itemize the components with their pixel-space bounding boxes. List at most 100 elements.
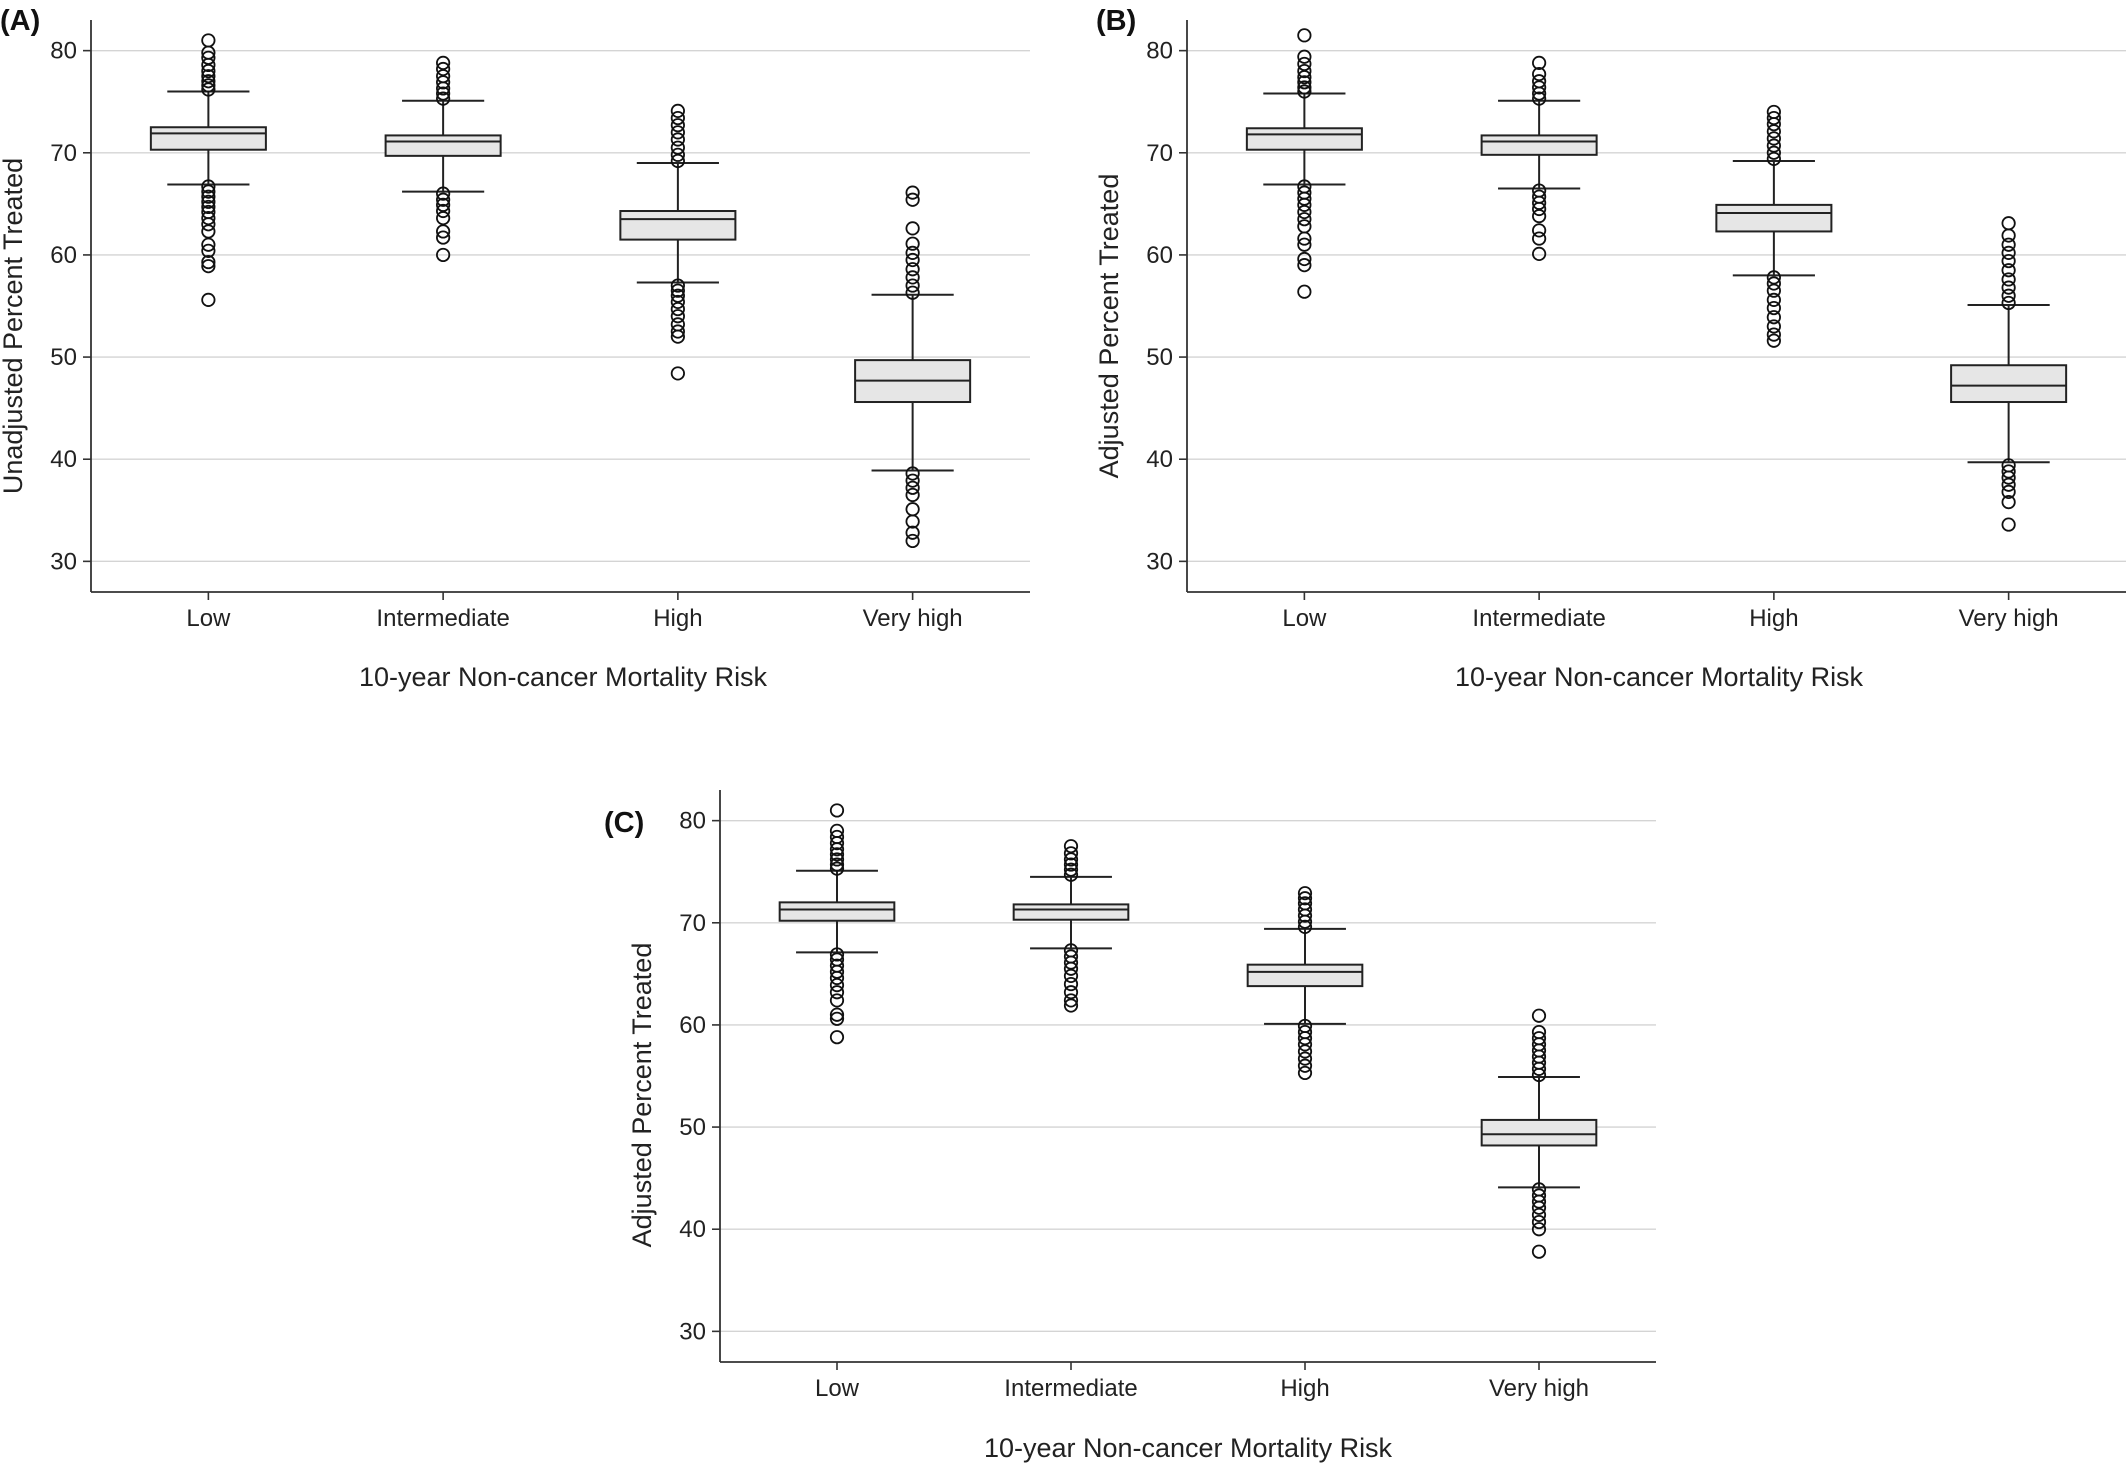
- x-tick-label-intermediate: Intermediate: [376, 605, 509, 632]
- outlier-point: [905, 252, 920, 268]
- box-intermediate: [1012, 903, 1130, 921]
- outlier-point: [1297, 80, 1312, 95]
- outlier-point: [2001, 245, 2016, 260]
- outlier-point: [905, 473, 920, 488]
- outlier-point: [1532, 223, 1547, 238]
- outlier-point: [1531, 1008, 1547, 1023]
- outlier-point: [201, 237, 216, 252]
- outlier-point: [829, 985, 845, 1000]
- outlier-point: [905, 466, 920, 481]
- y-tick-label: 70: [1146, 140, 1173, 167]
- y-tick-label: 70: [679, 910, 706, 937]
- panel-c: (C) 30 40 50 60 70 80 Low Intermediate High Very …: [604, 790, 1656, 1463]
- outlier-point: [201, 217, 216, 232]
- outlier-point: [436, 186, 451, 201]
- outlier-point: [2001, 288, 2016, 303]
- outlier-point: [670, 118, 685, 133]
- outlier-point: [829, 1011, 845, 1026]
- outlier-point: [670, 283, 685, 298]
- outlier-point: [436, 55, 451, 71]
- outlier-point: [1531, 1024, 1547, 1040]
- outlier-point: [1297, 1037, 1313, 1052]
- outlier-point: [670, 329, 685, 344]
- outlier-point: [2001, 228, 2016, 243]
- outlier-point: [1063, 839, 1079, 854]
- outlier-point: [1297, 219, 1312, 234]
- outlier-point: [1766, 292, 1781, 307]
- y-tick-label: 80: [50, 38, 77, 65]
- outlier-point: [1297, 251, 1312, 267]
- outlier-point: [201, 194, 216, 209]
- panel-label-b: (B): [1096, 5, 1136, 37]
- outlier-point: [1532, 91, 1547, 106]
- outlier-point: [670, 301, 685, 317]
- outlier-point: [905, 285, 920, 300]
- outlier-point: [905, 487, 920, 503]
- outlier-point: [905, 278, 920, 293]
- outlier-point: [829, 993, 845, 1008]
- outlier-point: [1766, 276, 1781, 291]
- outlier-point: [2001, 517, 2016, 532]
- outlier-point: [670, 309, 685, 324]
- outlier-point: [201, 179, 216, 194]
- outlier-point: [670, 103, 685, 119]
- outlier-point: [436, 224, 451, 239]
- box-low: [778, 901, 896, 922]
- outlier-point: [1766, 104, 1781, 120]
- outlier-point: [201, 184, 216, 199]
- outlier-point: [829, 857, 845, 872]
- outlier-point: [670, 132, 685, 147]
- y-tick-label: 40: [1146, 446, 1173, 473]
- y-tick-label: 80: [679, 808, 706, 835]
- y-tick-label: 40: [679, 1216, 706, 1243]
- outlier-point: [201, 189, 216, 204]
- x-axis-title-a: 10-year Non-cancer Mortality Risk: [359, 662, 768, 692]
- outlier-point: [1297, 1044, 1313, 1059]
- outlier-point: [1063, 993, 1079, 1008]
- box-very-high: [1950, 364, 2068, 404]
- outlier-point: [1532, 209, 1547, 224]
- outlier-point: [436, 247, 451, 263]
- outlier-point: [1766, 310, 1781, 325]
- outlier-point: [2001, 470, 2016, 485]
- outlier-point: [1297, 63, 1312, 79]
- outlier-point: [201, 69, 216, 84]
- panel-a: (A) 30 40 50 60 70 80 Low Intermediate High Very …: [0, 5, 1030, 692]
- panel-label-c: (C): [604, 807, 644, 839]
- outlier-point: [2001, 272, 2016, 287]
- y-tick-label: 60: [679, 1012, 706, 1039]
- plot-area-b: 30 40 50 60 70 80 Low Intermediate High Very high: [1146, 20, 2126, 632]
- outlier-point: [829, 1007, 845, 1022]
- outlier-point: [1297, 902, 1313, 917]
- outlier-point: [1297, 231, 1312, 246]
- outlier-point: [436, 211, 451, 226]
- y-tick-label: 30: [1146, 548, 1173, 575]
- x-tick-label-very-high: Very high: [1959, 605, 2059, 632]
- y-tick-label: 50: [1146, 344, 1173, 371]
- outlier-point: [1766, 110, 1781, 126]
- y-tick-label: 30: [50, 548, 77, 575]
- outlier-point: [1297, 204, 1312, 220]
- y-axis-title-c: Adjusted Percent Treated: [627, 943, 657, 1248]
- outlier-point: [1297, 258, 1312, 273]
- outlier-point: [1531, 1244, 1547, 1259]
- outlier-point: [1532, 67, 1547, 82]
- x-tick-label-intermediate: Intermediate: [1004, 1375, 1137, 1402]
- outlier-point: [1297, 75, 1312, 90]
- outlier-point: [201, 243, 216, 258]
- plot-area-a: 30 40 50 60 70 80 Low Intermediate High Very high: [50, 20, 1030, 632]
- outlier-point: [1063, 862, 1079, 877]
- outlier-point: [905, 245, 920, 260]
- outlier-point: [670, 324, 685, 339]
- y-tick-label: 60: [50, 242, 77, 269]
- outlier-point: [1297, 886, 1313, 901]
- outlier-point: [2001, 237, 2016, 252]
- outlier-point: [1297, 284, 1312, 299]
- outlier-point: [436, 192, 451, 207]
- outlier-point: [436, 86, 451, 101]
- outlier-point: [2001, 253, 2016, 269]
- outlier-point: [1532, 231, 1547, 246]
- y-tick-label: 50: [679, 1114, 706, 1141]
- outlier-point: [2001, 216, 2016, 231]
